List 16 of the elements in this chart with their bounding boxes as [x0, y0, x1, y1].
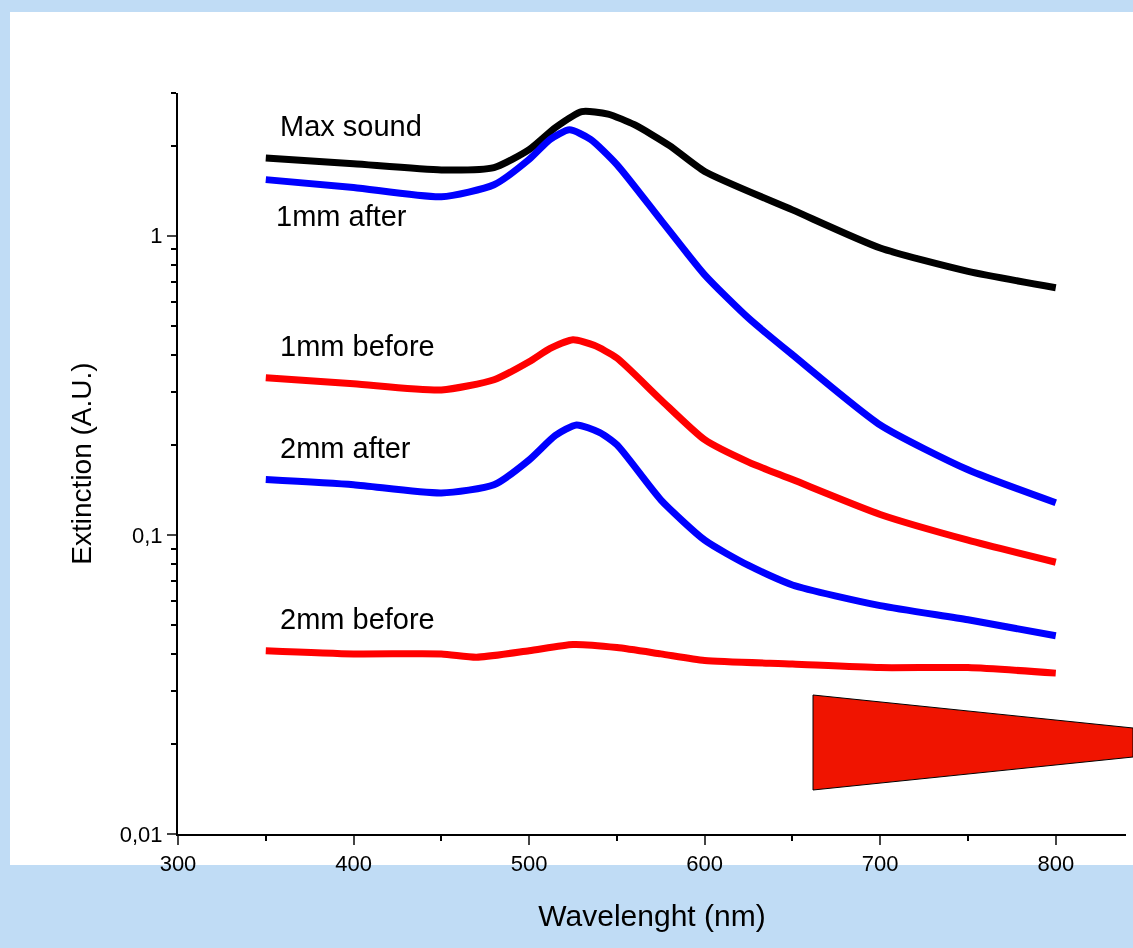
y-axis-title: Extinction (A.U.) [65, 362, 97, 565]
series-label: Max sound [280, 110, 422, 142]
x-tick-label: 300 [159, 851, 197, 877]
x-tick-label: 600 [686, 851, 724, 877]
y-tick-label: 0,1 [132, 522, 163, 548]
series-label: 1mm before [280, 330, 435, 362]
series-label: 1mm after [276, 200, 407, 232]
series-label: 2mm after [280, 432, 411, 464]
y-tick-label: 1 [150, 223, 163, 249]
x-tick-label: 800 [1037, 851, 1075, 877]
x-tick-label: 400 [335, 851, 372, 877]
x-axis-title: Wavelenght (nm) [538, 899, 766, 933]
y-tick-label: 0,01 [119, 821, 163, 847]
x-tick-label: 500 [510, 851, 548, 877]
x-tick-label: 700 [861, 851, 899, 877]
series-label: 2mm before [280, 603, 435, 635]
